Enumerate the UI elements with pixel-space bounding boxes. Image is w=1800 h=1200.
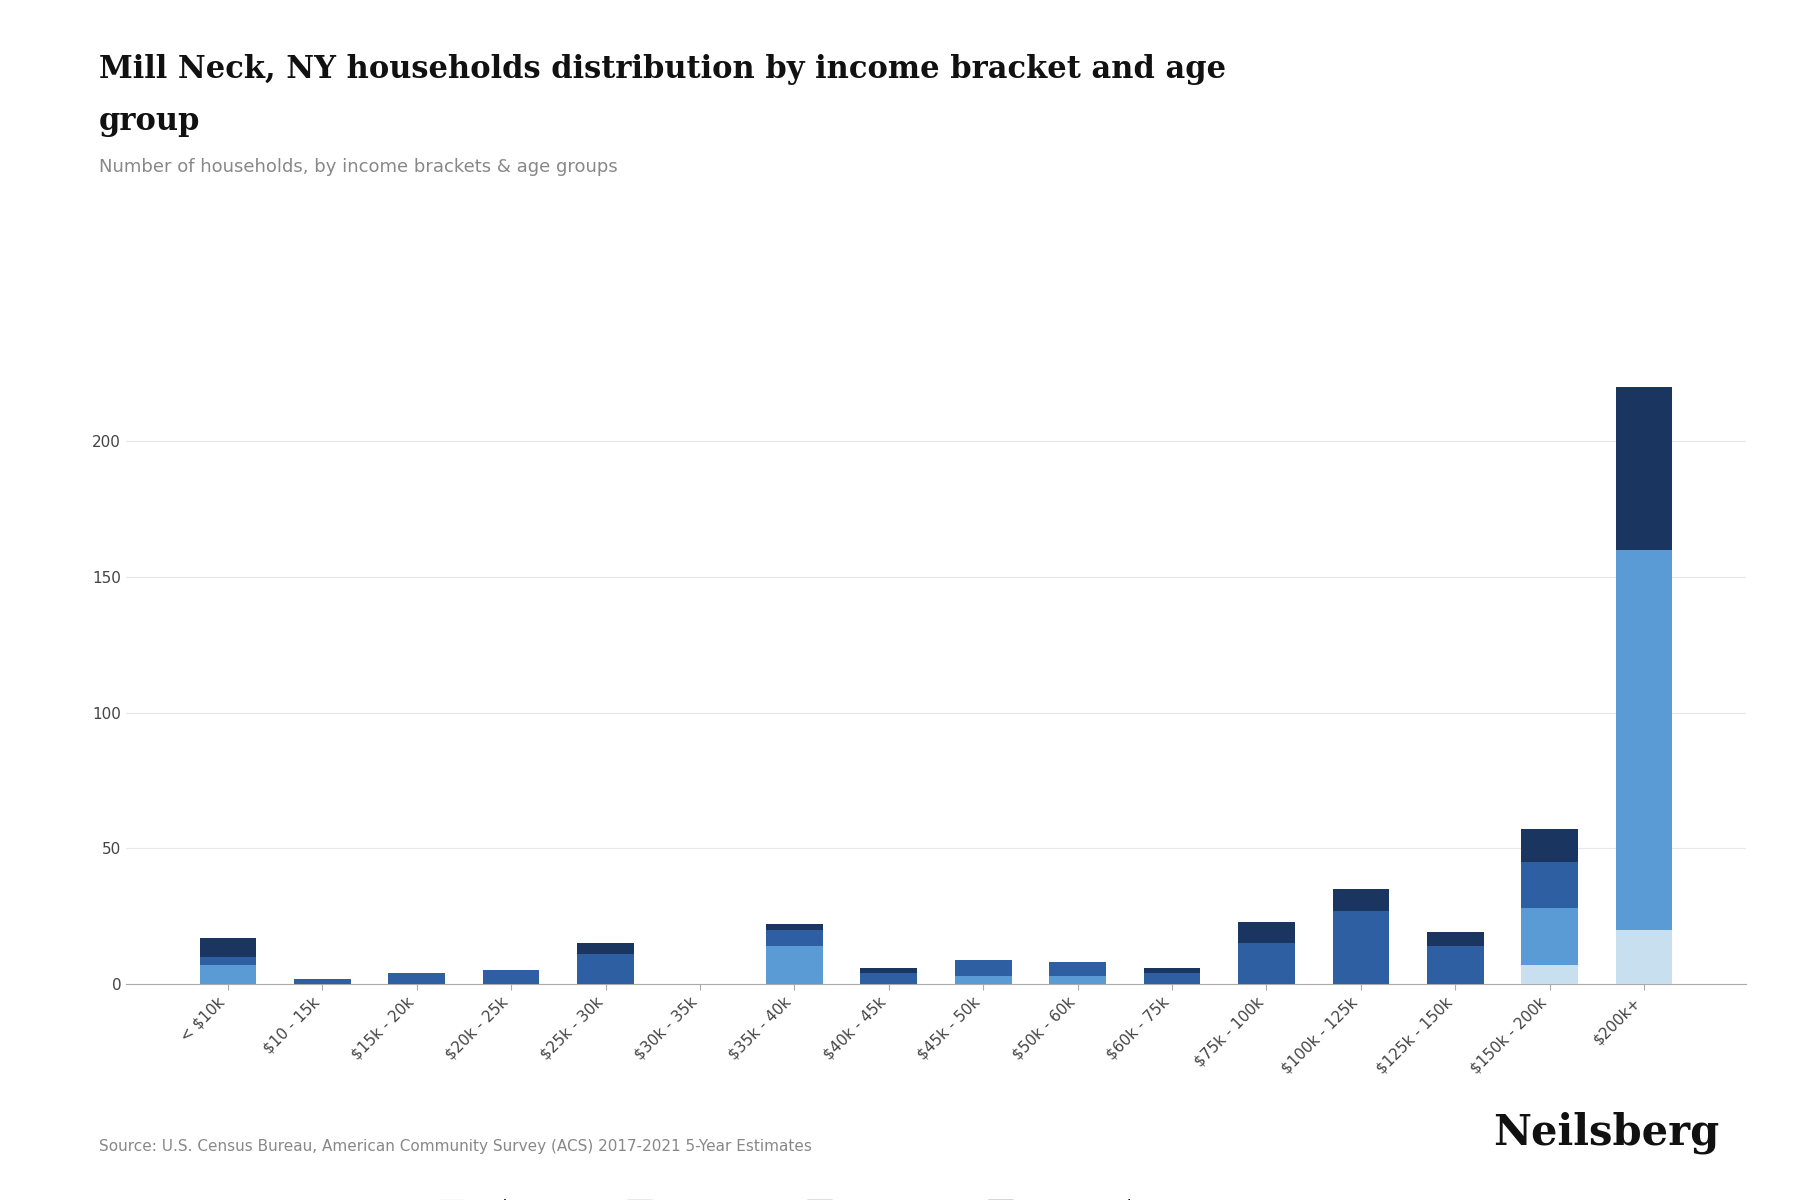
Bar: [767, 946, 823, 984]
Bar: [1521, 965, 1579, 984]
Bar: [1238, 922, 1294, 943]
Bar: [482, 971, 540, 984]
Bar: [1238, 943, 1294, 984]
Bar: [1616, 550, 1672, 930]
Bar: [389, 973, 445, 984]
Text: Mill Neck, NY households distribution by income bracket and age: Mill Neck, NY households distribution by…: [99, 54, 1226, 85]
Bar: [200, 956, 256, 965]
Bar: [200, 938, 256, 956]
Bar: [1616, 388, 1672, 550]
Bar: [578, 943, 634, 954]
Bar: [1332, 911, 1390, 984]
Bar: [954, 960, 1012, 976]
Bar: [767, 930, 823, 946]
Bar: [578, 954, 634, 984]
Legend: Under 25 years, 25 to 44 years, 45 to 64 years, 65 years and over: Under 25 years, 25 to 44 years, 45 to 64…: [432, 1192, 1181, 1200]
Text: Source: U.S. Census Bureau, American Community Survey (ACS) 2017-2021 5-Year Est: Source: U.S. Census Bureau, American Com…: [99, 1140, 812, 1154]
Text: Neilsberg: Neilsberg: [1492, 1112, 1719, 1154]
Bar: [200, 965, 256, 984]
Bar: [1049, 962, 1105, 976]
Bar: [1427, 932, 1483, 946]
Bar: [1521, 862, 1579, 908]
Bar: [954, 976, 1012, 984]
Bar: [767, 924, 823, 930]
Bar: [1521, 829, 1579, 862]
Bar: [860, 973, 918, 984]
Bar: [1049, 976, 1105, 984]
Text: group: group: [99, 106, 200, 137]
Bar: [1143, 967, 1201, 973]
Text: Number of households, by income brackets & age groups: Number of households, by income brackets…: [99, 158, 617, 176]
Bar: [1521, 908, 1579, 965]
Bar: [1616, 930, 1672, 984]
Bar: [1332, 889, 1390, 911]
Bar: [1427, 946, 1483, 984]
Bar: [1143, 973, 1201, 984]
Bar: [293, 978, 351, 984]
Bar: [860, 967, 918, 973]
